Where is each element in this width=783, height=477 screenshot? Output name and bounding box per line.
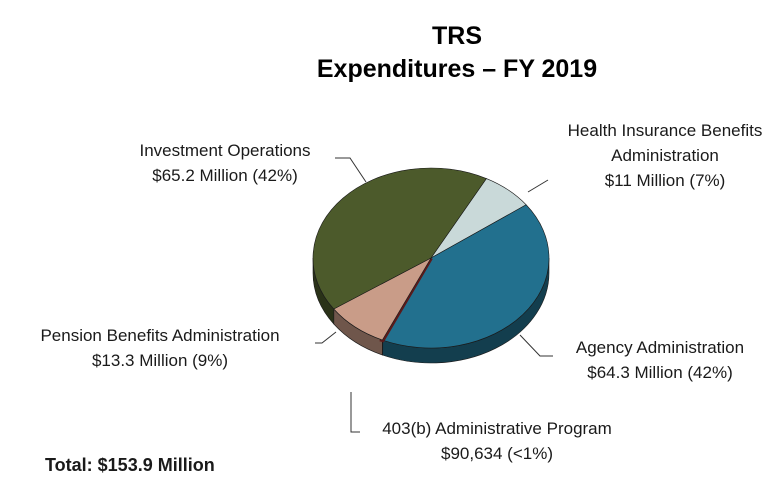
value-label: $11 Million (7%) <box>604 171 726 190</box>
leader-line <box>350 392 360 433</box>
category-label: 403(b) Administrative Program <box>382 419 612 438</box>
value-label: $90,634 (<1%) <box>441 444 553 463</box>
slice-label: Pension Benefits Administration $13.3 Mi… <box>0 323 320 373</box>
slice-label: Investment Operations $65.2 Million (42%… <box>105 138 345 188</box>
value-label: $64.3 Million (42%) <box>587 363 733 382</box>
category-label: Pension Benefits Administration <box>40 326 280 345</box>
total-annotation: Total: $153.9 Million <box>45 455 215 475</box>
leader-line <box>527 179 549 193</box>
category-label: Agency Administration <box>575 338 745 357</box>
slice-label: Health Insurance Benefits Administration… <box>565 118 765 193</box>
category-label: Investment Operations <box>139 141 311 160</box>
chart-subtitle: Expenditures – FY 2019 <box>317 55 597 83</box>
slice <box>312 167 487 310</box>
slice <box>382 204 550 349</box>
value-label: $13.3 Million (9%) <box>91 351 229 370</box>
leader-line <box>315 331 337 344</box>
value-label: $65.2 Million (42%) <box>152 166 298 185</box>
leader-line <box>519 334 553 357</box>
slice-label: Agency Administration $64.3 Million (42%… <box>540 335 780 385</box>
slice-label: 403(b) Administrative Program $90,634 (<… <box>337 416 657 466</box>
leader-line <box>335 157 367 183</box>
category-label: Health Insurance Benefits Administration <box>567 121 763 165</box>
pie <box>312 167 550 364</box>
chart-title: TRS <box>432 22 482 50</box>
